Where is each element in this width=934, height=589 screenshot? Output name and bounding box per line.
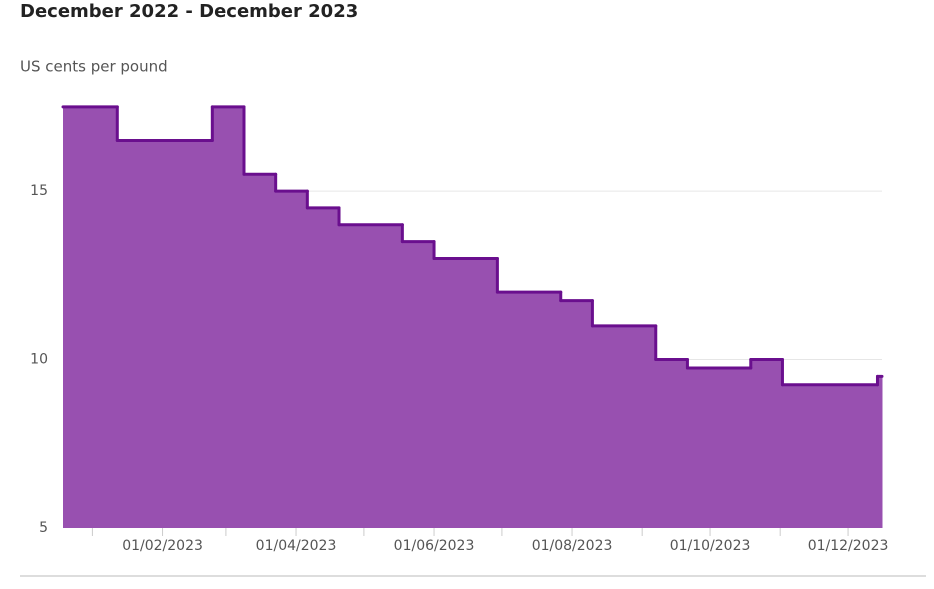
x-tick-label: 01/04/2023: [256, 538, 337, 554]
chart-title: December 2022 - December 2023: [20, 1, 358, 22]
area-step: [687, 367, 752, 528]
area-step: [307, 207, 340, 528]
area-step: [339, 224, 403, 528]
area-step: [63, 106, 118, 528]
area-step: [560, 300, 593, 528]
area-step: [212, 106, 245, 528]
area-step: [434, 258, 498, 528]
area-step: [877, 376, 883, 528]
area-step: [402, 241, 435, 528]
area-step: [750, 359, 783, 528]
x-tick-label: 01/10/2023: [670, 538, 751, 554]
area-step: [497, 292, 562, 528]
area-step: [275, 191, 308, 529]
y-tick-label: 5: [39, 520, 48, 536]
area-step: [592, 325, 657, 528]
y-tick-label: 10: [30, 352, 48, 368]
area-step: [655, 359, 688, 528]
x-tick-label: 01/12/2023: [808, 538, 889, 554]
x-tick-label: 01/06/2023: [394, 538, 475, 554]
x-tick-label: 01/08/2023: [532, 538, 613, 554]
y-axis-label: US cents per pound: [20, 58, 168, 76]
area-step: [117, 140, 213, 529]
area-step: [243, 174, 277, 528]
y-tick-label: 15: [30, 183, 48, 199]
area-step: [782, 384, 878, 528]
x-tick-label: 01/02/2023: [122, 538, 203, 554]
